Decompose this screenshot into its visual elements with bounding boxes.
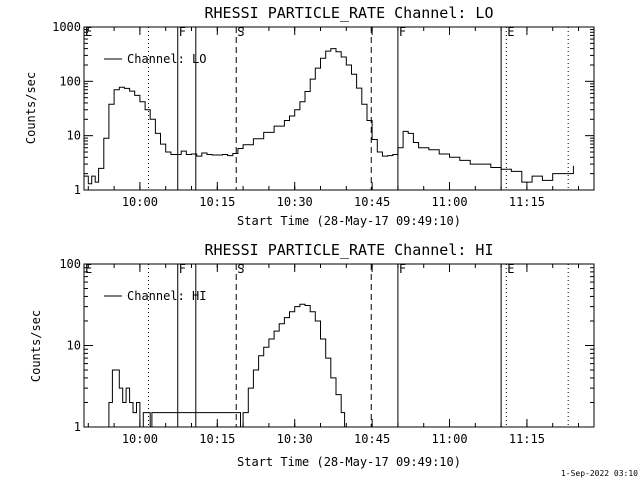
panel-hi-marks: 1 10 100 10:00 10:15 10:30 10:45 11:00 11:15 F S F E…	[59, 257, 594, 446]
panel-lo-marks: 1 10 100 1000 10:00 10:15 10:30 10:45 11:00 11:15…	[52, 20, 594, 209]
panel-lo-edge-label: E	[85, 25, 92, 39]
panel-lo-legend-label: Channel: LO	[127, 52, 206, 66]
panel-hi-marker-label: E	[507, 262, 514, 276]
panel-lo-ytick-label: 1000	[52, 20, 81, 34]
panel-hi-edge-label: E	[85, 262, 92, 276]
panel-lo-marker-label: S	[237, 25, 244, 39]
panel-hi: RHESSI PARTICLE_RATE Channel: HI Counts/…	[29, 241, 595, 469]
panel-hi-ytick-label: 10	[67, 339, 81, 353]
panel-hi-ytick-label: 1	[74, 420, 81, 434]
panel-hi-ytick-label: 100	[59, 257, 81, 271]
panel-lo-marker-label: E	[507, 25, 514, 39]
panel-hi-marker-label: S	[237, 262, 244, 276]
panel-hi-xtick-label: 11:15	[509, 432, 545, 446]
panel-lo-xtick-label: 10:15	[199, 195, 235, 209]
panel-hi-xtick-label: 10:30	[277, 432, 313, 446]
footer-timestamp: 1-Sep-2022 03:10	[561, 469, 638, 478]
panel-lo-ylabel: Counts/sec	[24, 72, 38, 144]
panel-hi-xtick-label: 10:15	[199, 432, 235, 446]
panel-hi-xtick-label: 10:00	[122, 432, 158, 446]
panel-lo-ytick-label: 100	[59, 74, 81, 88]
panel-lo-xlabel: Start Time (28-May-17 09:49:10)	[237, 214, 461, 228]
panel-hi-xtick-label: 11:00	[431, 432, 467, 446]
panel-hi-ylabel: Counts/sec	[29, 310, 43, 382]
panel-lo-xtick-label: 11:15	[509, 195, 545, 209]
panel-hi-marker-label: F	[179, 262, 186, 276]
panel-lo: RHESSI PARTICLE_RATE Channel: LO Counts/…	[24, 4, 595, 228]
panel-lo-xtick-label: 10:30	[277, 195, 313, 209]
panel-lo-ytick-label: 10	[67, 129, 81, 143]
panel-hi-legend-label: Channel: HI	[127, 289, 206, 303]
panel-lo-ytick-label: 1	[74, 183, 81, 197]
panel-hi-xlabel: Start Time (28-May-17 09:49:10)	[237, 455, 461, 469]
panel-lo-plot-frame	[83, 26, 595, 191]
panel-lo-xtick-label: 11:00	[431, 195, 467, 209]
panel-lo-title: RHESSI PARTICLE_RATE Channel: LO	[205, 4, 494, 22]
panel-hi-series-line	[105, 303, 346, 428]
panel-lo-marker-label: F	[179, 25, 186, 39]
panel-lo-marker-label: F	[399, 25, 406, 39]
panel-hi-marker-label: F	[399, 262, 406, 276]
panel-lo-xtick-label: 10:00	[122, 195, 158, 209]
panel-lo-series-line	[84, 48, 574, 185]
panel-lo-xtick-label: 10:45	[354, 195, 390, 209]
panel-hi-title: RHESSI PARTICLE_RATE Channel: HI	[205, 241, 494, 259]
panel-hi-xtick-label: 10:45	[354, 432, 390, 446]
